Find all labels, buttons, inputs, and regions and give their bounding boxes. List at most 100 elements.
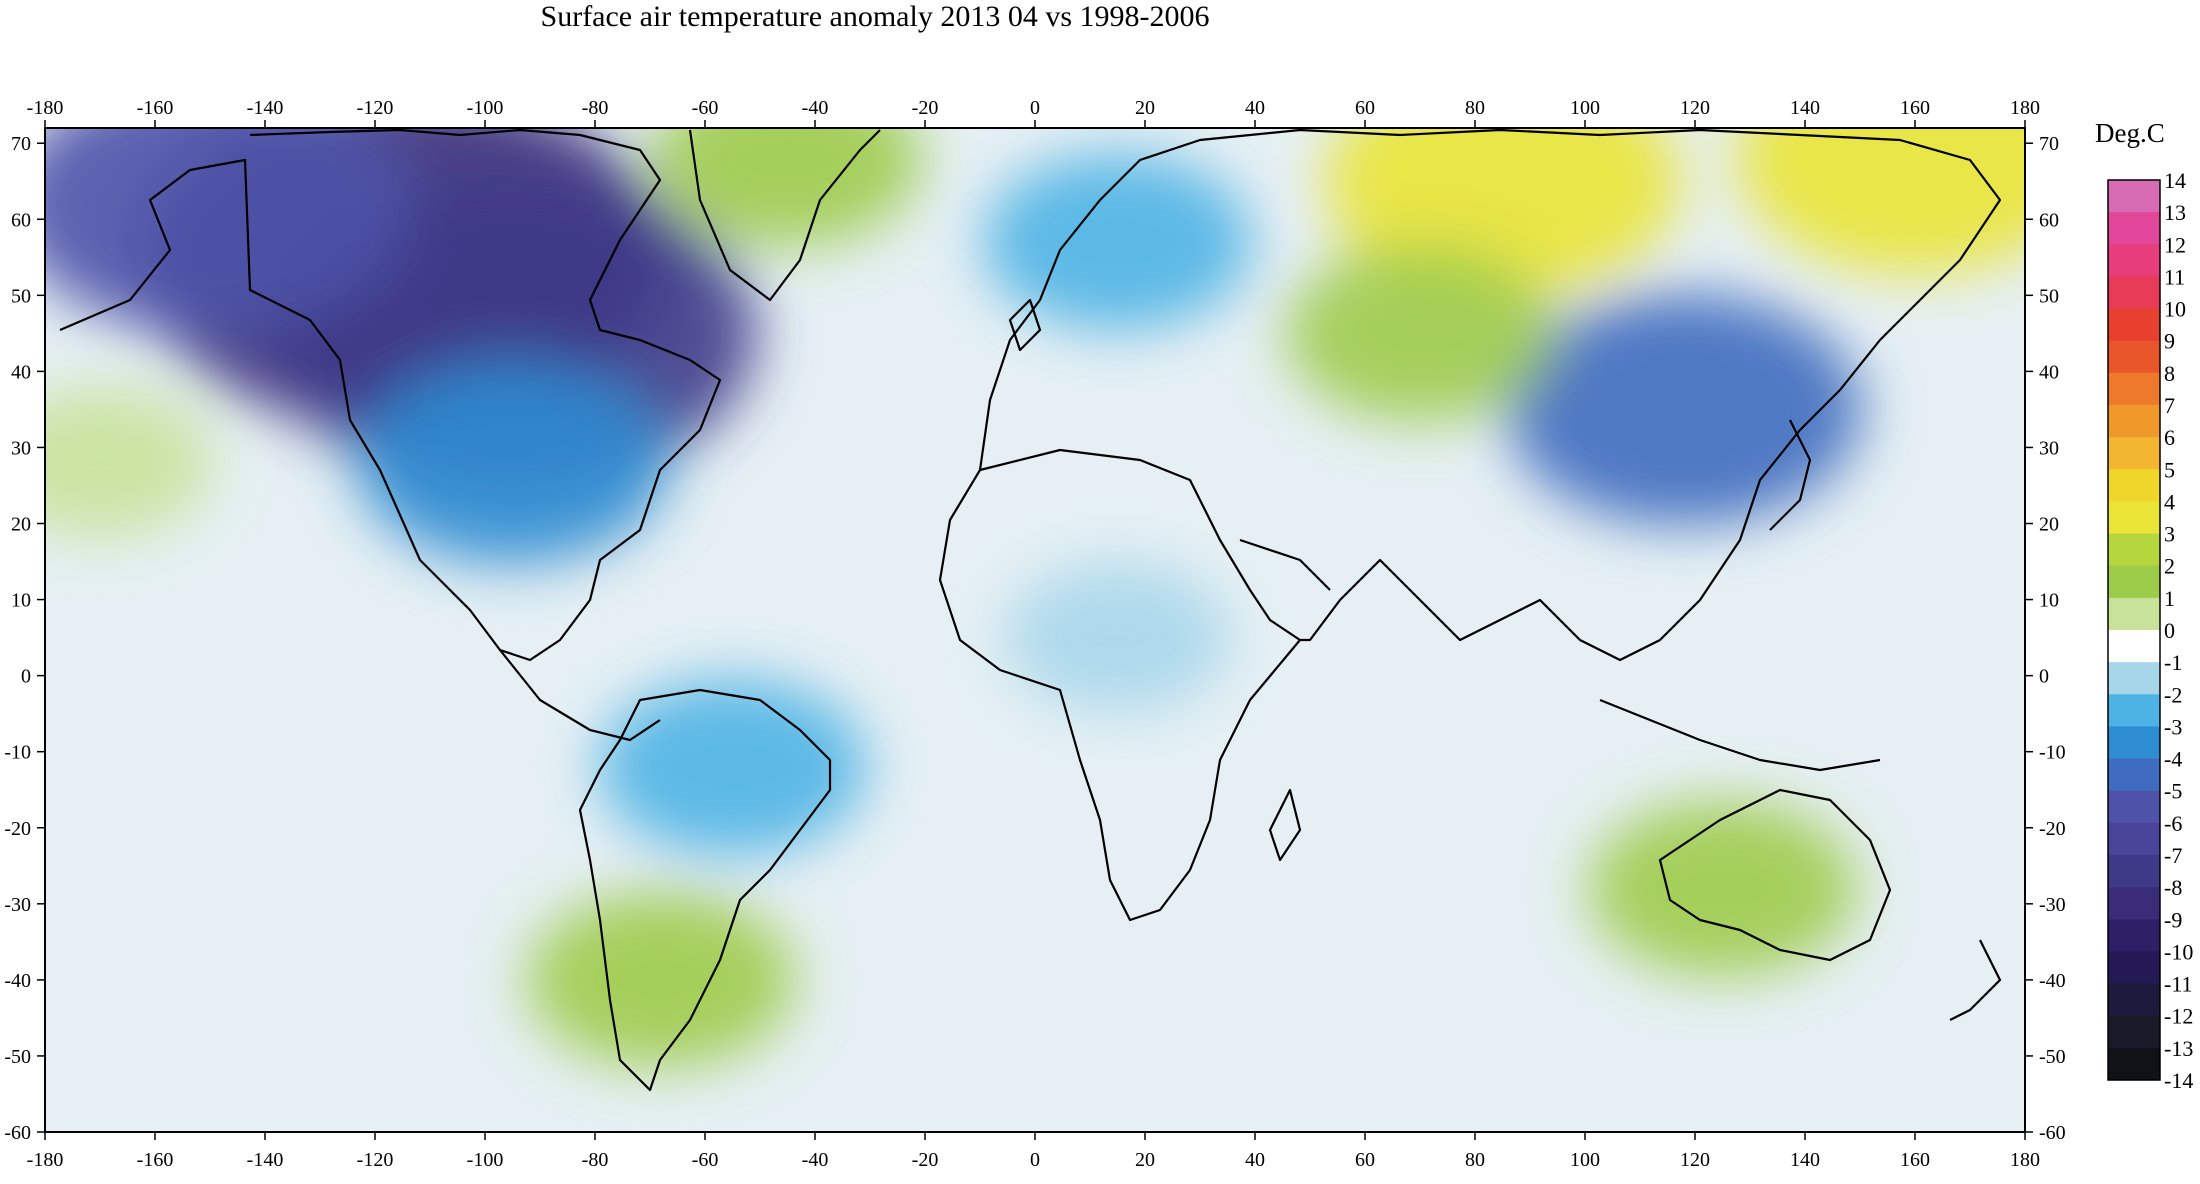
colorbar-label: 4	[2164, 489, 2175, 514]
x-tick-label-top: -20	[912, 97, 939, 119]
x-tick-label-top: -80	[582, 97, 609, 119]
colorbar-label: -4	[2164, 747, 2182, 772]
x-tick-label-bottom: -100	[467, 1149, 504, 1171]
colorbar-swatch	[2108, 726, 2160, 760]
colorbar-label: -12	[2164, 1004, 2193, 1029]
colorbar-swatch	[2108, 469, 2160, 502]
colorbar-label: 7	[2164, 393, 2175, 418]
colorbar-swatch	[2108, 1047, 2160, 1081]
colorbar-label: 2	[2164, 554, 2175, 579]
colorbar-label: 0	[2164, 618, 2175, 643]
colorbar-swatch	[2108, 630, 2160, 663]
y-tick-label-right: -60	[2039, 1122, 2066, 1144]
colorbar-swatch	[2108, 662, 2160, 695]
y-tick-label-right: 30	[2039, 437, 2059, 459]
anomaly-australia-warm	[1588, 800, 1857, 977]
y-tick-label-right: -30	[2039, 894, 2066, 916]
x-tick-label-bottom: -160	[137, 1149, 174, 1171]
x-tick-label-bottom: -120	[357, 1149, 394, 1171]
x-tick-label-top: 120	[1680, 97, 1710, 119]
colorbar-swatch	[2108, 244, 2160, 277]
x-tick-label-top: 20	[1135, 97, 1155, 119]
y-tick-label-left: 50	[11, 285, 31, 307]
y-tick-label-right: -50	[2039, 1046, 2066, 1068]
x-tick-label-bottom: -40	[802, 1149, 829, 1171]
colorbar-label: -8	[2164, 875, 2182, 900]
colorbar-swatch	[2108, 340, 2160, 374]
y-tick-label-left: -40	[4, 970, 31, 992]
y-tick-label-right: 40	[2039, 361, 2059, 383]
y-tick-label-right: 60	[2039, 209, 2059, 231]
colorbar-label: -5	[2164, 779, 2182, 804]
x-tick-label-top: -60	[692, 97, 719, 119]
x-tick-label-top: -160	[137, 97, 174, 119]
anomaly-europe-cold	[983, 154, 1252, 331]
x-tick-label-bottom: -60	[692, 1149, 719, 1171]
colorbar-frame	[2107, 179, 2161, 1081]
colorbar-label: -14	[2164, 1068, 2193, 1093]
x-tick-label-bottom: 100	[1570, 1149, 1600, 1171]
colorbar-swatch	[2108, 565, 2160, 599]
x-tick-label-top: -40	[802, 97, 829, 119]
x-tick-label-top: -180	[27, 97, 64, 119]
x-tick-label-bottom: -80	[582, 1149, 609, 1171]
colorbar-swatch	[2108, 822, 2160, 856]
anomaly-south-america-cold	[598, 678, 867, 855]
colorbar-label: 9	[2164, 329, 2175, 354]
colorbar-label: -2	[2164, 682, 2182, 707]
colorbar-label: 13	[2164, 200, 2186, 225]
colorbar-swatch	[2108, 887, 2160, 920]
x-tick-label-top: 80	[1465, 97, 1485, 119]
coastlines	[59, 128, 2002, 1092]
y-tick-label-left: -10	[4, 742, 31, 764]
colorbar-swatch	[2108, 212, 2160, 245]
axis-tick-labels: -180-180-160-160-140-140-120-120-100-100…	[4, 97, 2065, 1171]
colorbar-label: 3	[2164, 522, 2175, 547]
colorbar-label: -9	[2164, 907, 2182, 932]
x-tick-label-bottom: 40	[1245, 1149, 1265, 1171]
x-tick-label-top: -120	[357, 97, 394, 119]
y-tick-label-right: 50	[2039, 285, 2059, 307]
colorbar-swatch	[2108, 919, 2160, 952]
x-tick-label-top: -100	[467, 97, 504, 119]
x-tick-label-top: 0	[1030, 97, 1040, 119]
x-tick-label-bottom: 120	[1680, 1149, 1710, 1171]
colorbar-label: -11	[2164, 972, 2193, 997]
colorbar-label: -3	[2164, 714, 2182, 739]
x-tick-label-bottom: 0	[1030, 1149, 1040, 1171]
colorbar-label: -7	[2164, 843, 2182, 868]
x-tick-label-bottom: 80	[1465, 1149, 1485, 1171]
y-tick-label-left: -30	[4, 894, 31, 916]
map-title: Surface air temperature anomaly 2013 04 …	[540, 0, 1210, 33]
colorbar-swatch	[2108, 694, 2160, 727]
x-tick-label-top: 180	[2010, 97, 2040, 119]
colorbar-label: 10	[2164, 297, 2186, 322]
colorbar-label: -13	[2164, 1036, 2193, 1061]
y-tick-label-right: -40	[2039, 970, 2066, 992]
y-tick-label-right: 70	[2039, 133, 2059, 155]
colorbar-swatch	[2108, 983, 2160, 1017]
x-tick-label-top: 60	[1355, 97, 1375, 119]
y-tick-label-left: 30	[11, 437, 31, 459]
x-tick-label-bottom: 180	[2010, 1149, 2040, 1171]
y-tick-label-left: -50	[4, 1046, 31, 1068]
colorbar-label: 14	[2164, 168, 2186, 193]
colorbar-label: 12	[2164, 232, 2186, 257]
anomaly-pacific-warm	[45, 388, 212, 537]
y-tick-label-left: 0	[21, 666, 31, 688]
anomaly-east-siberia-warm	[1737, 128, 2025, 275]
colorbar-swatch	[2108, 437, 2160, 470]
x-tick-label-bottom: 140	[1790, 1149, 1820, 1171]
x-tick-label-bottom: -20	[912, 1149, 939, 1171]
anomaly-patagonia-warm	[527, 891, 795, 1068]
y-tick-label-left: 20	[11, 514, 31, 536]
anomaly-alaska-cold	[45, 128, 410, 335]
y-tick-label-right: 0	[2039, 666, 2049, 688]
anomaly-field	[45, 128, 2025, 1068]
x-tick-label-bottom: -180	[27, 1149, 64, 1171]
anomaly-east-asia-cold	[1506, 293, 1862, 526]
colorbar-swatch	[2108, 372, 2160, 406]
axis-ticks	[37, 120, 2033, 1140]
colorbar-swatch	[2108, 855, 2160, 888]
